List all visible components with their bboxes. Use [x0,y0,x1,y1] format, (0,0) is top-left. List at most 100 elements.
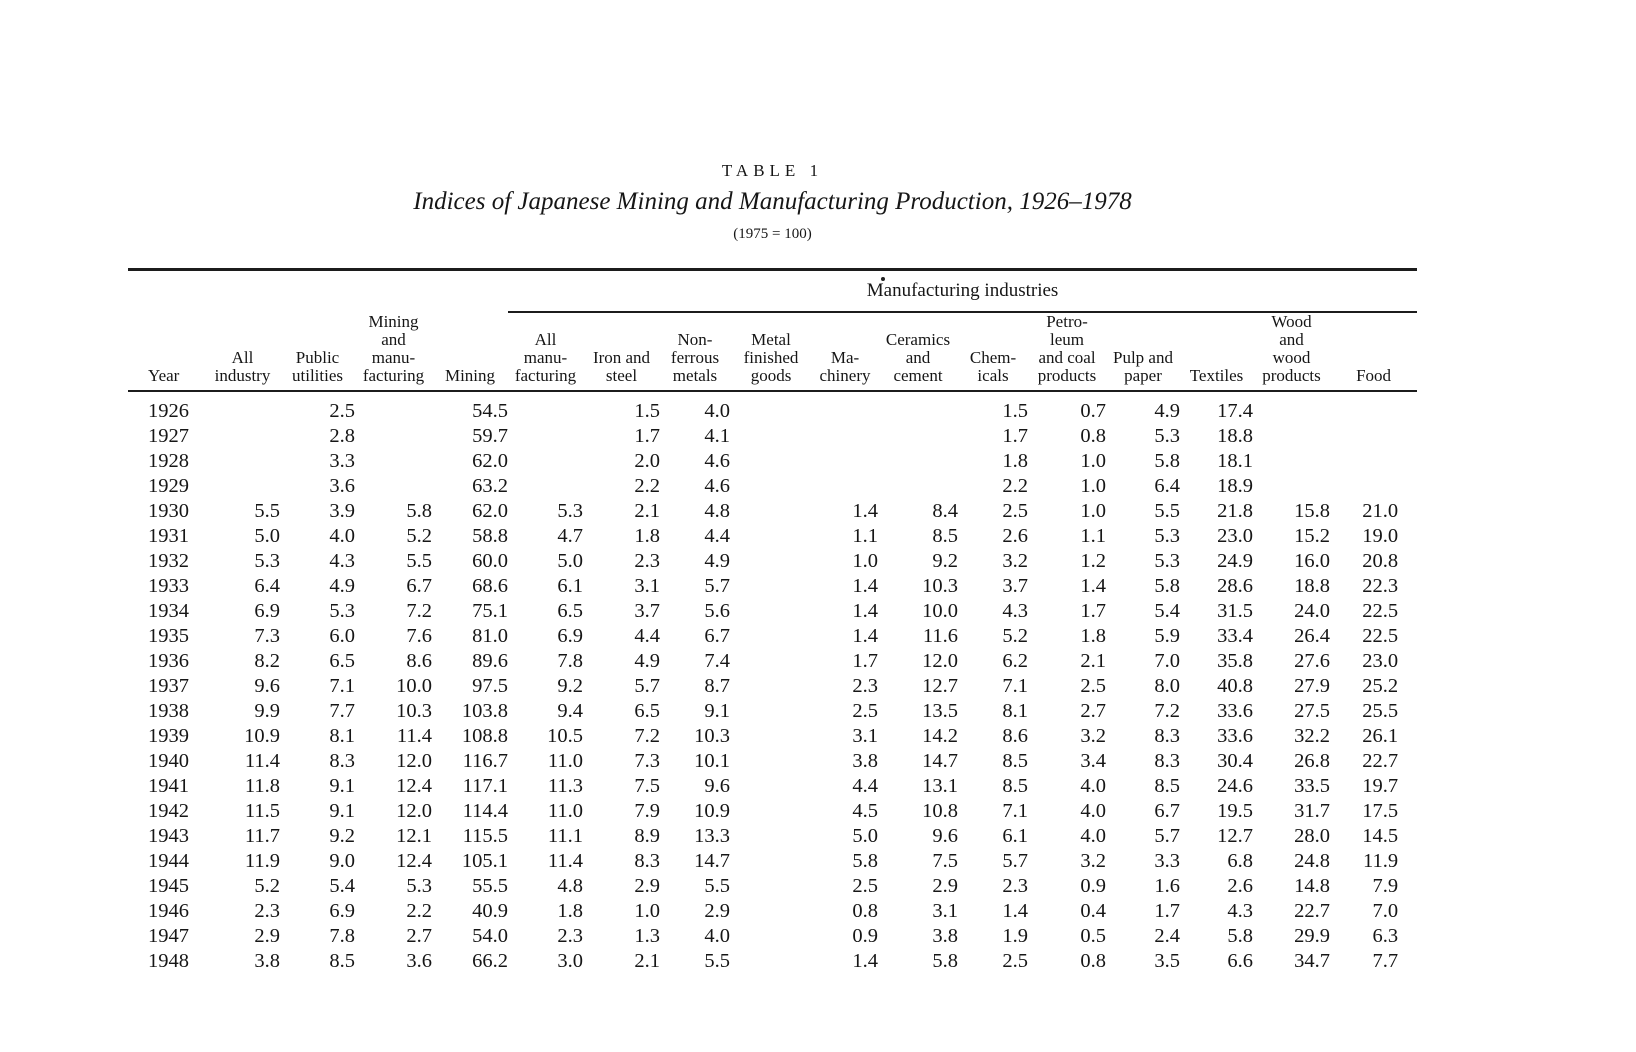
cell-mining: 62.0 [472,450,508,472]
cell-public-utilities: 5.4 [329,875,355,897]
cell-ceramics-and-cement: 8.4 [932,500,958,522]
cell-mining-and-manufacturing: 12.4 [396,775,432,797]
cell-wood-and-wood-products: 24.8 [1294,850,1330,872]
cell-all-manufacturing: 11.4 [547,850,583,872]
production-table: Manufacturing industries Year All industry… [128,268,1418,974]
cell-public-utilities: 3.9 [329,500,355,522]
cell-petroleum-and-coal-products: 1.8 [1080,625,1106,647]
cell-machinery [812,474,878,499]
table-row: 1945 5.2 5.4 5.3 55.5 4.8 2.9 5.5 2.5 2.9 2.3 0.9 1.… [128,874,1417,899]
column-header-pulp-and-paper: Pulp and paper [1106,312,1180,392]
cell-all-industry: 6.4 [254,575,280,597]
cell-ceramics-and-cement: 13.1 [922,775,958,797]
cell-year: 1948 [148,950,189,972]
cell-mining-and-manufacturing: 7.6 [406,625,432,647]
cell-wood-and-wood-products: 27.6 [1294,650,1330,672]
cell-ceramics-and-cement: 8.5 [932,525,958,547]
cell-textiles: 30.4 [1217,750,1253,772]
cell-pulp-and-paper: 3.3 [1154,850,1180,872]
cell-food: 19.7 [1362,775,1399,797]
cell-chemicals: 1.4 [1002,900,1028,922]
cell-wood-and-wood-products: 28.0 [1294,825,1330,847]
cell-wood-and-wood-products: 22.7 [1294,900,1330,922]
cell-pulp-and-paper: 5.3 [1154,425,1180,447]
cell-food: 17.5 [1362,800,1399,822]
cell-iron-and-steel: 7.2 [634,725,660,747]
table-row: 1947 2.9 7.8 2.7 54.0 2.3 1.3 4.0 0.9 3.8 1.9 0.5 2.… [128,924,1417,949]
cell-mining-and-manufacturing [355,424,432,449]
cell-metal-finished-goods [730,574,812,599]
table-row: 1938 9.9 7.7 10.3 103.8 9.4 6.5 9.1 2.5 13.5 8.1 2.… [128,699,1417,724]
cell-textiles: 19.5 [1217,800,1253,822]
cell-food: 7.7 [1372,950,1399,972]
cell-food: 20.8 [1362,550,1399,572]
cell-food: 21.0 [1362,500,1399,522]
cell-all-industry: 7.3 [254,625,280,647]
cell-public-utilities: 6.9 [329,900,355,922]
cell-public-utilities: 6.0 [329,625,355,647]
table-row: 1937 9.6 7.1 10.0 97.5 9.2 5.7 8.7 2.3 12.7 7.1 2.5… [128,674,1417,699]
cell-textiles: 6.8 [1227,850,1253,872]
cell-machinery: 2.5 [852,700,878,722]
table-row: 1931 5.0 4.0 5.2 58.8 4.7 1.8 4.4 1.1 8.5 2.6 1.1 5.… [128,524,1417,549]
cell-metal-finished-goods [730,749,812,774]
column-header-public-utilities: Public utilities [280,312,355,392]
cell-ceramics-and-cement: 10.8 [922,800,958,822]
table-row: 1944 11.9 9.0 12.4 105.1 11.4 8.3 14.7 5.8 7.5 5.7… [128,849,1417,874]
cell-all-manufacturing: 4.8 [557,875,583,897]
cell-food: 7.9 [1372,875,1399,897]
index-base-note: (1975 = 100) [733,226,812,242]
cell-petroleum-and-coal-products: 1.0 [1080,500,1106,522]
cell-chemicals: 1.5 [1002,400,1028,422]
cell-all-industry: 2.3 [254,900,280,922]
cell-metal-finished-goods [730,449,812,474]
cell-mining-and-manufacturing: 6.7 [406,575,432,597]
cell-mining: 108.8 [461,725,508,747]
cell-non-ferrous-metals: 10.3 [694,725,730,747]
cell-ceramics-and-cement: 10.3 [922,575,958,597]
cell-year: 1945 [148,875,189,897]
cell-ceramics-and-cement: 9.2 [932,550,958,572]
cell-machinery: 1.4 [852,600,878,622]
cell-mining-and-manufacturing: 12.0 [396,750,432,772]
cell-wood-and-wood-products: 27.9 [1294,675,1330,697]
cell-petroleum-and-coal-products: 0.8 [1080,950,1106,972]
cell-iron-and-steel: 3.1 [634,575,660,597]
cell-iron-and-steel: 7.5 [634,775,660,797]
table-row: 1928 3.3 62.0 2.0 4.6 1.8 1.0 5.8 18.1 [128,449,1417,474]
cell-all-manufacturing: 6.9 [557,625,583,647]
cell-iron-and-steel: 3.7 [634,600,660,622]
cell-year: 1943 [148,825,189,847]
cell-textiles: 18.1 [1217,450,1253,472]
cell-wood-and-wood-products: 14.8 [1294,875,1330,897]
cell-pulp-and-paper: 8.3 [1154,725,1180,747]
cell-textiles: 33.4 [1217,625,1253,647]
cell-wood-and-wood-products: 27.5 [1294,700,1330,722]
cell-chemicals: 3.2 [1002,550,1028,572]
cell-wood-and-wood-products [1253,449,1330,474]
cell-all-industry: 10.9 [244,725,280,747]
cell-metal-finished-goods [730,674,812,699]
cell-year: 1933 [148,575,189,597]
cell-all-industry: 2.9 [254,925,280,947]
cell-non-ferrous-metals: 7.4 [704,650,730,672]
cell-mining: 54.0 [472,925,508,947]
cell-chemicals: 6.1 [1002,825,1028,847]
cell-non-ferrous-metals: 10.1 [694,750,730,772]
cell-metal-finished-goods [730,624,812,649]
column-header-year: Year [128,312,205,392]
cell-food: 23.0 [1362,650,1399,672]
cell-all-industry: 5.3 [254,550,280,572]
cell-pulp-and-paper: 5.3 [1154,525,1180,547]
cell-pulp-and-paper: 7.0 [1154,650,1180,672]
cell-all-industry: 9.9 [254,700,280,722]
table-number-label: TABLE 1 [721,161,824,180]
cell-all-manufacturing: 3.0 [557,950,583,972]
cell-public-utilities: 8.1 [329,725,355,747]
cell-all-manufacturing [508,474,583,499]
cell-wood-and-wood-products: 29.9 [1294,925,1330,947]
cell-all-manufacturing [508,424,583,449]
cell-non-ferrous-metals: 10.9 [694,800,730,822]
cell-year: 1941 [148,775,189,797]
cell-petroleum-and-coal-products: 0.8 [1080,425,1106,447]
